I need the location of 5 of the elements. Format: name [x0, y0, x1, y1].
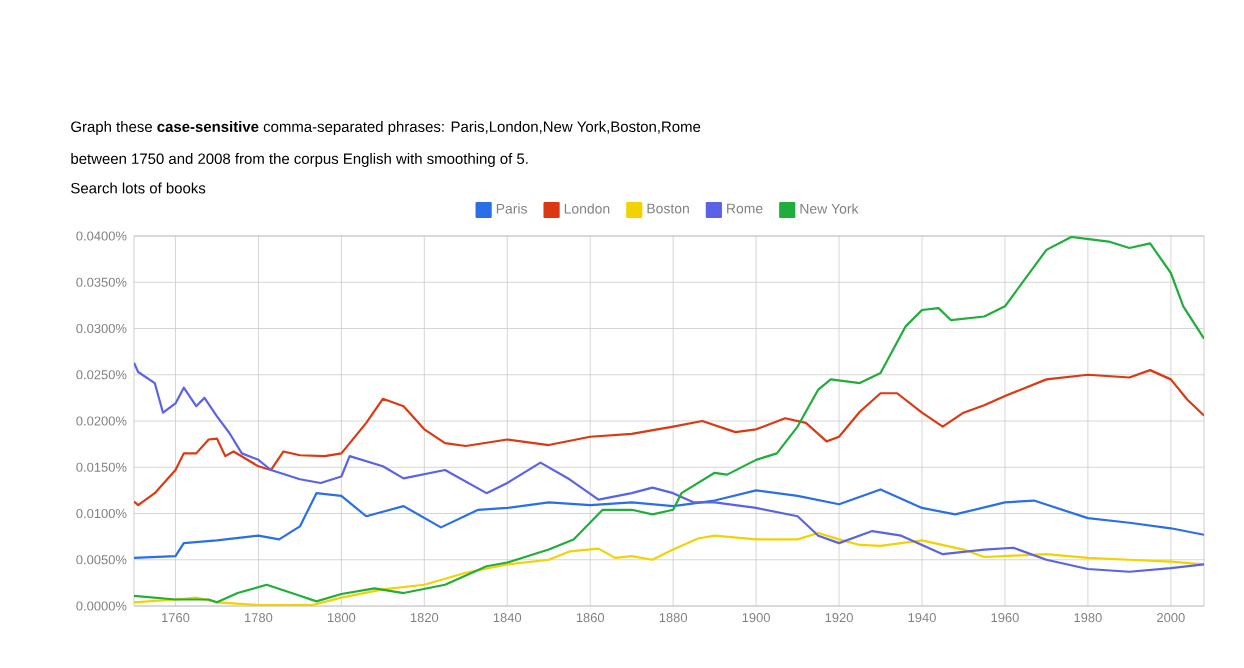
line-series — [134, 369, 1205, 507]
line-series — [134, 488, 1205, 559]
line-series — [134, 361, 1205, 573]
line-series — [134, 235, 1205, 604]
line-series — [134, 531, 1205, 606]
